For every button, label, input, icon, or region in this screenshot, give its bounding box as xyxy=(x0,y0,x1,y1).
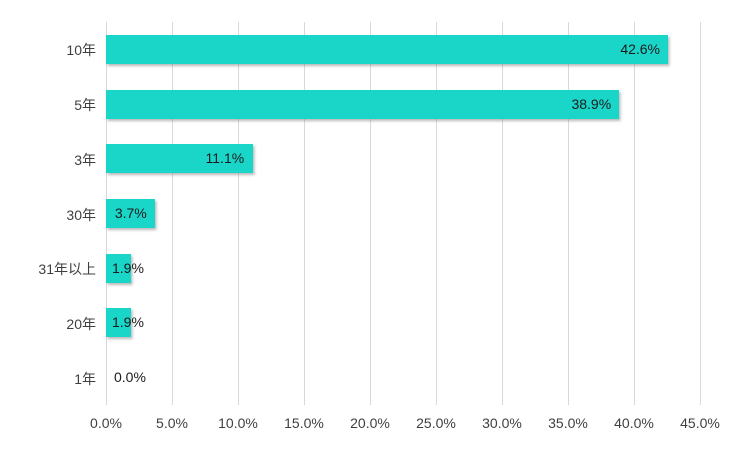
gridline-30.0% xyxy=(502,22,503,405)
x-tick-label: 20.0% xyxy=(350,415,390,431)
x-tick-label: 10.0% xyxy=(218,415,258,431)
bar-row: 3.7% xyxy=(106,186,700,241)
bar-row: 1.9% xyxy=(106,296,700,351)
gridline-15.0% xyxy=(304,22,305,405)
bar-10年 xyxy=(106,34,669,64)
gridline-35.0% xyxy=(568,22,569,405)
bar-row: 38.9% xyxy=(106,77,700,132)
x-tick-label: 5.0% xyxy=(156,415,188,431)
bar-row: 42.6% xyxy=(106,22,700,77)
bar-5年 xyxy=(106,89,620,119)
x-tick-label: 45.0% xyxy=(680,415,720,431)
bar-3年 xyxy=(106,144,253,174)
plot-area: 42.6% 38.9% 11.1% 3.7% 1.9% 1.9% 0.0% xyxy=(106,22,701,405)
data-label: 0.0% xyxy=(114,369,146,386)
category-label-3年: 3年 xyxy=(74,151,96,168)
gridline-45.0% xyxy=(700,22,701,405)
category-label-10年: 10年 xyxy=(66,42,96,59)
bar-30年 xyxy=(106,198,155,228)
gridline-25.0% xyxy=(436,22,437,405)
bar-31年以上 xyxy=(106,253,132,283)
data-label: 3.7% xyxy=(114,204,147,221)
gridline-40.0% xyxy=(634,22,635,405)
category-label-30年: 30年 xyxy=(66,206,96,223)
category-label-20年: 20年 xyxy=(66,315,96,332)
category-label-5年: 5年 xyxy=(74,97,96,114)
bar-20年 xyxy=(106,308,132,338)
gridline-20.0% xyxy=(370,22,371,405)
bar-row: 0.0% xyxy=(106,350,700,405)
gridline-5.0% xyxy=(172,22,173,405)
gridline-10.0% xyxy=(238,22,239,405)
x-tick-label: 15.0% xyxy=(284,415,324,431)
data-label: 1.9% xyxy=(112,314,144,331)
x-tick-label: 40.0% xyxy=(614,415,654,431)
x-tick-label: 0.0% xyxy=(90,415,122,431)
bar-row: 1.9% xyxy=(106,241,700,296)
bar-row: 11.1% xyxy=(106,131,700,186)
x-tick-label: 35.0% xyxy=(548,415,588,431)
category-label-1年: 1年 xyxy=(74,370,96,387)
data-label: 1.9% xyxy=(112,259,144,276)
x-tick-label: 30.0% xyxy=(482,415,522,431)
data-label: 11.1% xyxy=(205,150,245,167)
x-tick-label: 25.0% xyxy=(416,415,456,431)
category-label-31年以上: 31年以上 xyxy=(38,261,96,278)
data-label: 38.9% xyxy=(571,95,612,112)
data-label: 42.6% xyxy=(620,40,661,57)
